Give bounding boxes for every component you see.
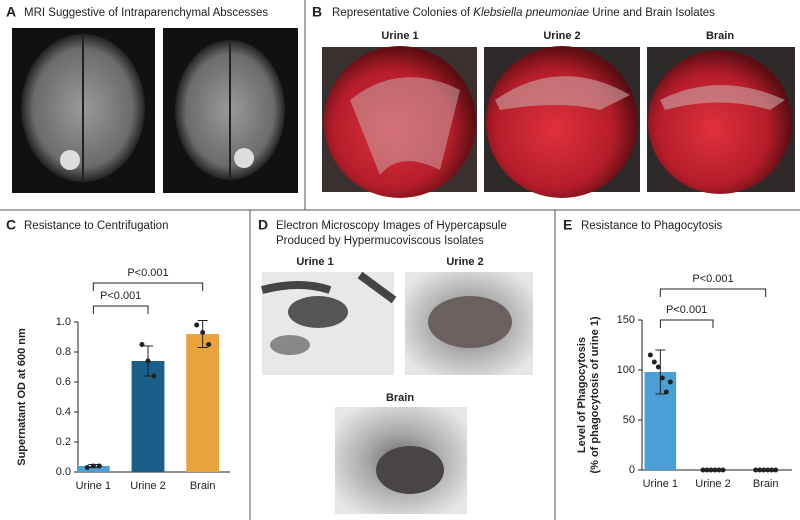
em-image [405, 272, 533, 375]
chart-title: Resistance to Phagocytosis [581, 220, 723, 232]
significance-label: P<0.001 [666, 304, 707, 316]
y-axis-label: (% of phagocytosis of urine 1) [589, 316, 601, 473]
plate-image [484, 46, 640, 198]
title-part: Representative Colonies of [332, 7, 473, 19]
panel-letter: C [6, 217, 16, 233]
title-part: Klebsiella pneumoniae [473, 7, 589, 19]
data-point [663, 389, 669, 395]
y-tick-label: 1.0 [56, 316, 71, 328]
y-axis-label: Supernatant OD at 600 nm [16, 328, 28, 466]
em-image [335, 407, 467, 514]
data-point [90, 463, 96, 469]
panel-letter: D [258, 217, 268, 233]
bar [186, 334, 220, 472]
panel-title: Electron Microscopy Images of Hypercapsu… [276, 220, 507, 232]
data-point [753, 467, 759, 473]
y-tick-label: 0.6 [56, 376, 71, 388]
data-point [769, 467, 775, 473]
title-part: Urine and Brain Isolates [589, 7, 715, 19]
data-point [761, 467, 767, 473]
plate-label: Brain [706, 30, 734, 42]
y-tick-label: 0 [629, 464, 635, 476]
significance-bracket [92, 305, 149, 314]
y-tick-label: 0.4 [56, 406, 71, 418]
data-point [716, 467, 722, 473]
data-point [200, 330, 206, 335]
plate-label: Urine 2 [543, 30, 580, 42]
plate-image [647, 47, 795, 194]
y-tick-label: 150 [617, 314, 635, 326]
data-point [704, 467, 710, 473]
data-point [659, 375, 665, 381]
data-point [139, 342, 145, 347]
panel-title: Representative Colonies of Klebsiella pn… [332, 7, 715, 19]
x-tick-label: Urine 2 [130, 480, 165, 492]
data-point [765, 467, 771, 473]
chart-title: Resistance to Centrifugation [24, 220, 168, 232]
panel-letter: B [312, 4, 322, 20]
panel-letter: E [563, 217, 572, 233]
bar [131, 361, 165, 472]
significance-label: P<0.001 [100, 290, 141, 302]
mri-image [163, 28, 298, 193]
panel-title: MRI Suggestive of Intraparenchymal Absce… [24, 7, 268, 19]
x-tick-label: Brain [753, 478, 779, 490]
data-point [651, 359, 657, 365]
data-point [206, 342, 212, 347]
significance-bracket [92, 282, 204, 291]
y-tick-label: 0.0 [56, 466, 71, 478]
plate-image [322, 46, 477, 198]
plate-label: Urine 1 [381, 30, 418, 42]
y-axis-label: Level of Phagocytosis [576, 337, 588, 453]
significance-bracket [659, 319, 714, 328]
panel-letter: A [6, 4, 16, 20]
x-tick-label: Urine 1 [643, 478, 678, 490]
data-point [647, 352, 653, 358]
data-point [708, 467, 714, 473]
x-tick-label: Urine 2 [695, 478, 730, 490]
y-tick-label: 0.2 [56, 436, 71, 448]
y-tick-label: 0.8 [56, 346, 71, 358]
mri-image [12, 28, 155, 193]
significance-label: P<0.001 [127, 267, 168, 279]
em-label: Urine 2 [446, 256, 483, 268]
error-bar [655, 349, 666, 395]
em-image [260, 271, 397, 375]
em-label: Brain [386, 392, 414, 404]
significance-bracket [659, 288, 767, 297]
data-point [712, 467, 718, 473]
data-point [151, 373, 157, 379]
data-point [655, 364, 661, 370]
significance-label: P<0.001 [692, 273, 733, 285]
data-point [96, 463, 102, 469]
data-point [667, 379, 673, 385]
data-point [773, 467, 779, 473]
bar [76, 466, 110, 472]
x-tick-label: Brain [190, 480, 216, 492]
panel-title: Produced by Hypermucoviscous Isolates [276, 235, 484, 247]
y-tick-label: 100 [617, 364, 635, 376]
data-point [720, 467, 726, 473]
data-point [757, 467, 763, 473]
y-tick-label: 50 [623, 414, 635, 426]
em-label: Urine 1 [296, 256, 333, 268]
data-point [194, 322, 200, 328]
data-point [700, 467, 706, 473]
x-tick-label: Urine 1 [76, 480, 111, 492]
data-point [84, 465, 90, 470]
data-point [145, 358, 151, 364]
